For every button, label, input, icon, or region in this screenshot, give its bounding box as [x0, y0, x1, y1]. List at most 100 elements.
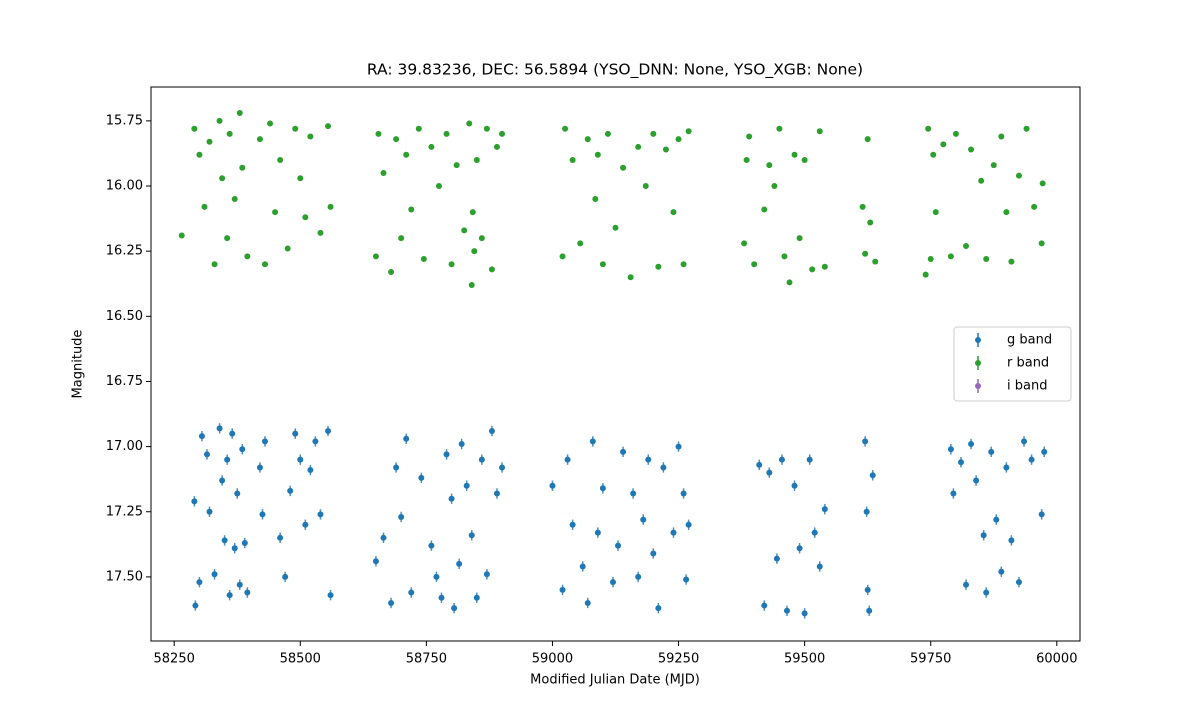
data-point: [751, 261, 758, 268]
data-point: [229, 430, 236, 437]
data-point: [478, 456, 485, 463]
data-point: [216, 117, 223, 124]
data-point: [297, 175, 304, 182]
data-point: [615, 542, 622, 549]
x-tick-label: 58500: [280, 652, 321, 667]
data-point: [403, 151, 410, 158]
data-point: [1041, 448, 1048, 455]
data-point: [380, 534, 387, 541]
data-point: [1039, 180, 1046, 187]
data-point: [221, 537, 228, 544]
data-point: [456, 560, 463, 567]
data-point: [620, 448, 627, 455]
data-point: [998, 568, 1005, 575]
plot-area: [178, 110, 1048, 619]
data-point: [466, 120, 473, 127]
data-point: [983, 589, 990, 596]
data-point: [655, 263, 662, 270]
data-point: [469, 209, 476, 216]
data-point: [244, 253, 251, 260]
data-point: [968, 146, 975, 153]
data-point: [1003, 464, 1010, 471]
data-point: [468, 532, 475, 539]
legend-label: i band: [1007, 379, 1047, 394]
y-tick-label: 17.00: [106, 439, 143, 454]
data-point: [809, 266, 816, 273]
data-point: [239, 446, 246, 453]
data-point: [317, 511, 324, 518]
data-point: [1015, 172, 1022, 179]
data-point: [859, 203, 866, 210]
data-point: [630, 490, 637, 497]
data-point: [963, 242, 970, 249]
data-point: [388, 269, 395, 276]
data-point: [372, 558, 379, 565]
data-point: [645, 456, 652, 463]
data-point: [435, 183, 442, 190]
data-point: [584, 136, 591, 143]
data-point: [620, 164, 627, 171]
data-point: [483, 125, 490, 132]
data-point: [950, 490, 957, 497]
data-point: [569, 156, 576, 163]
y-tick-label: 15.75: [106, 113, 143, 128]
data-point: [821, 263, 828, 270]
data-point: [192, 602, 199, 609]
data-point: [261, 438, 268, 445]
data-point: [284, 245, 291, 252]
legend-marker: [975, 360, 981, 366]
data-point: [869, 472, 876, 479]
data-point: [312, 438, 319, 445]
data-point: [1008, 537, 1015, 544]
data-point: [261, 261, 268, 268]
data-point: [796, 235, 803, 242]
data-point: [259, 511, 266, 518]
data-point: [675, 443, 682, 450]
data-point: [468, 282, 475, 289]
data-point: [801, 156, 808, 163]
data-point: [743, 156, 750, 163]
data-point: [564, 456, 571, 463]
y-tick-label: 16.50: [106, 309, 143, 324]
data-point: [1003, 209, 1010, 216]
data-point: [932, 209, 939, 216]
data-point: [952, 130, 959, 137]
data-point: [256, 464, 263, 471]
data-point: [599, 485, 606, 492]
data-point: [292, 125, 299, 132]
data-point: [201, 203, 208, 210]
data-point: [375, 130, 382, 137]
data-point: [801, 610, 808, 617]
data-point: [307, 133, 314, 140]
data-point: [872, 258, 879, 265]
data-point: [493, 143, 500, 150]
data-point: [443, 130, 450, 137]
data-point: [549, 482, 556, 489]
data-point: [1028, 456, 1035, 463]
data-point: [947, 446, 954, 453]
data-point: [438, 594, 445, 601]
data-point: [1023, 125, 1030, 132]
data-point: [816, 128, 823, 135]
x-axis-label: Modified Julian Date (MJD): [530, 673, 700, 688]
data-point: [408, 206, 415, 213]
data-point: [650, 130, 657, 137]
data-point: [773, 555, 780, 562]
y-axis-label: Magnitude: [71, 330, 86, 399]
data-point: [372, 253, 379, 260]
data-point: [206, 138, 213, 145]
data-point: [685, 521, 692, 528]
data-point: [428, 143, 435, 150]
data-point: [443, 451, 450, 458]
x-tick-label: 58250: [154, 652, 195, 667]
data-point: [471, 248, 478, 255]
legend-box: [953, 326, 1072, 402]
data-point: [448, 261, 455, 268]
data-point: [821, 506, 828, 513]
data-point: [612, 224, 619, 231]
data-point: [973, 477, 980, 484]
data-point: [635, 573, 642, 580]
data-point: [267, 120, 274, 127]
data-point: [685, 128, 692, 135]
